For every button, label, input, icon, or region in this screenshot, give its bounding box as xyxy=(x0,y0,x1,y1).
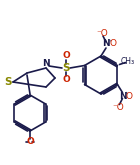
Text: N: N xyxy=(119,92,126,101)
Text: O: O xyxy=(26,137,34,147)
Text: S: S xyxy=(62,63,70,73)
Text: N: N xyxy=(102,39,110,49)
Text: S: S xyxy=(4,77,12,87)
Text: CH₃: CH₃ xyxy=(120,57,135,66)
Text: ⁻O: ⁻O xyxy=(113,103,124,112)
Text: ⁻O: ⁻O xyxy=(96,29,108,37)
Text: O: O xyxy=(62,76,70,84)
Text: O: O xyxy=(62,51,70,61)
Text: O: O xyxy=(126,92,133,101)
Text: ⁺: ⁺ xyxy=(108,39,112,45)
Text: O: O xyxy=(109,39,116,49)
Text: ⁺: ⁺ xyxy=(125,92,128,97)
Text: N: N xyxy=(42,59,50,67)
